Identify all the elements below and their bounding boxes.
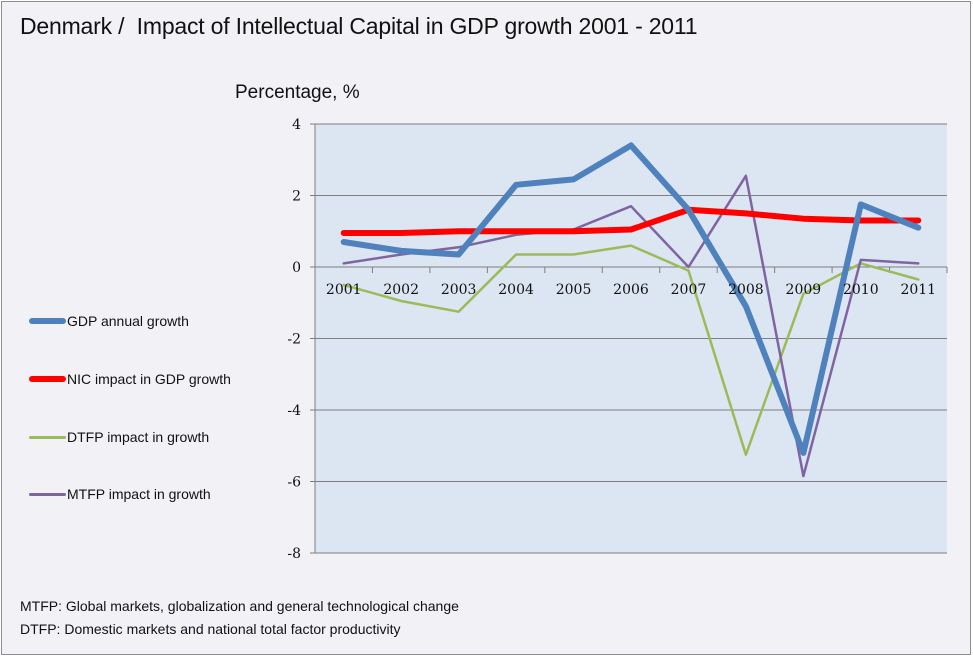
x-tick-label: 2007 xyxy=(671,282,707,298)
x-tick-label: 2011 xyxy=(900,282,936,298)
legend-swatch-mtfp xyxy=(29,492,66,496)
series-line-gdp xyxy=(340,142,922,456)
legend-item-mtfp: MTFP impact in growth xyxy=(29,483,211,505)
y-tick-label: 4 xyxy=(292,117,301,133)
legend-item-gdp: GDP annual growth xyxy=(29,310,189,332)
legend-swatch-dtfp xyxy=(29,435,66,439)
y-tick-label: -2 xyxy=(287,332,301,348)
y-tick-label: 2 xyxy=(292,189,301,205)
x-tick-label: 2008 xyxy=(728,282,764,298)
x-tick-label: 2006 xyxy=(613,282,649,298)
x-tick-label: 2010 xyxy=(843,282,879,298)
legend-label-mtfp: MTFP impact in growth xyxy=(67,486,211,502)
series-line-nic xyxy=(340,206,922,236)
chart-title: Denmark / Impact of Intellectual Capital… xyxy=(20,13,698,39)
y-tick-label: -8 xyxy=(287,546,301,562)
legend-item-dtfp: DTFP impact in growth xyxy=(29,426,209,448)
x-tick-label: 2002 xyxy=(383,282,419,298)
y-tick-label: -4 xyxy=(287,403,301,419)
legend-label-gdp: GDP annual growth xyxy=(67,313,189,329)
legend-label-nic: NIC impact in GDP growth xyxy=(67,371,231,387)
y-tick-label: -6 xyxy=(287,475,301,491)
x-tick-label: 2009 xyxy=(786,282,822,298)
legend-swatch-nic xyxy=(29,376,66,382)
series-line-dtfp xyxy=(342,244,920,456)
x-tick-label: 2005 xyxy=(556,282,592,298)
legend-swatch-gdp xyxy=(29,318,66,324)
y-axis-label: Percentage, % xyxy=(235,82,360,103)
axes: 4 2 0 -2 -4 -6 -8 xyxy=(287,117,948,562)
series-line-mtfp xyxy=(342,174,920,478)
note-dtfp: DTFP: Domestic markets and national tota… xyxy=(20,621,401,637)
legend-item-nic: NIC impact in GDP growth xyxy=(29,368,231,390)
x-tick-label: 2001 xyxy=(326,282,362,298)
y-tick-label: 0 xyxy=(292,260,301,276)
note-mtfp: MTFP: Global markets, globalization and … xyxy=(20,598,459,614)
x-tick-labels: 2001 2002 2003 2004 2005 2006 2007 2008 2009 2010… xyxy=(326,282,936,298)
x-tick-label: 2003 xyxy=(441,282,477,298)
series-lines xyxy=(340,142,922,478)
legend-label-dtfp: DTFP impact in growth xyxy=(67,429,210,445)
x-tick-label: 2004 xyxy=(498,282,534,298)
